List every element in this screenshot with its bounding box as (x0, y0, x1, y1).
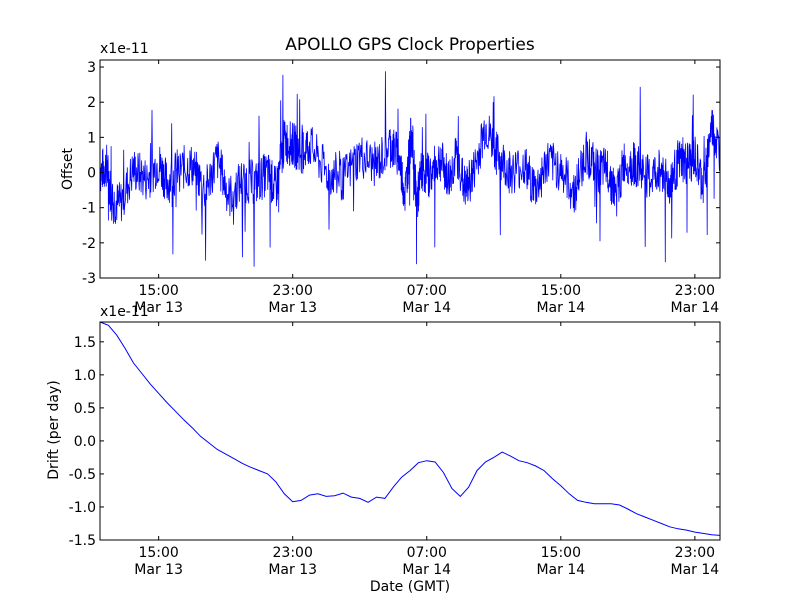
drift-y-tick-label: 0.0 (74, 434, 96, 450)
offset-y-tick-label: -3 (82, 271, 96, 287)
offset-y-tick-label: 2 (87, 95, 96, 111)
offset-plot-area (99, 71, 721, 267)
drift-x-tick-date-label: Mar 13 (134, 562, 183, 578)
drift-x-tick-time-label: 07:00 (407, 545, 447, 561)
offset-y-tick-label: 0 (87, 166, 96, 182)
drift-y-tick-label: -1.5 (69, 533, 96, 549)
offset-x-tick-time-label: 23:00 (273, 283, 313, 299)
offset-y-tick-label: -2 (82, 236, 96, 252)
drift-plot-area (99, 321, 721, 536)
drift-scale-label: x1e-11 (100, 304, 149, 320)
drift-y-tick-label: -1.0 (69, 500, 96, 516)
drift-y-tick-label: -0.5 (69, 467, 96, 483)
drift-y-tick-label: 1.5 (74, 335, 96, 351)
offset-panel: APOLLO GPS Clock Properties x1e-11 Offse… (60, 35, 721, 316)
offset-x-tick-date-label: Mar 14 (536, 300, 585, 316)
offset-x-tick-date-label: Mar 13 (268, 300, 317, 316)
offset-x-tick-date-label: Mar 14 (402, 300, 451, 316)
offset-plot-frame (99, 59, 721, 279)
drift-series-line (99, 321, 721, 536)
chart-title: APOLLO GPS Clock Properties (285, 35, 535, 55)
drift-y-axis-label: Drift (per day) (46, 380, 62, 479)
offset-y-tick-label: 3 (87, 60, 96, 76)
drift-x-tick-date-label: Mar 13 (268, 562, 317, 578)
drift-x-tick-date-label: Mar 14 (671, 562, 720, 578)
drift-x-tick-time-label: 15:00 (138, 545, 178, 561)
offset-x-tick-time-label: 15:00 (138, 283, 178, 299)
drift-x-tick-date-label: Mar 14 (536, 562, 585, 578)
offset-y-axis-label: Offset (60, 147, 76, 190)
drift-x-tick-date-label: Mar 14 (402, 562, 451, 578)
drift-x-tick-time-label: 23:00 (273, 545, 313, 561)
offset-x-tick-time-label: 23:00 (675, 283, 715, 299)
drift-x-tick-time-label: 15:00 (541, 545, 581, 561)
drift-x-tick-time-label: 23:00 (675, 545, 715, 561)
drift-y-tick-label: 0.5 (74, 401, 96, 417)
offset-x-tick-date-label: Mar 13 (134, 300, 183, 316)
drift-y-ticks: 1.5 1.0 0.5 0.0 -0.5 -1.0 -1.5 (69, 335, 720, 549)
offset-scale-label: x1e-11 (100, 41, 149, 57)
offset-y-tick-label: 1 (87, 130, 96, 146)
drift-x-axis-label: Date (GMT) (370, 579, 450, 595)
drift-y-tick-label: 1.0 (74, 368, 96, 384)
drift-panel: x1e-11 Drift (per day) Date (GMT) 1.5 1.0… (46, 304, 721, 595)
offset-x-tick-time-label: 07:00 (407, 283, 447, 299)
offset-series-line (99, 71, 721, 267)
offset-x-tick-date-label: Mar 14 (671, 300, 720, 316)
offset-y-ticks: 3 2 1 0 -1 -2 -3 (82, 60, 720, 287)
drift-plot-frame (99, 321, 721, 541)
offset-x-tick-time-label: 15:00 (541, 283, 581, 299)
offset-y-tick-label: -1 (82, 201, 96, 217)
